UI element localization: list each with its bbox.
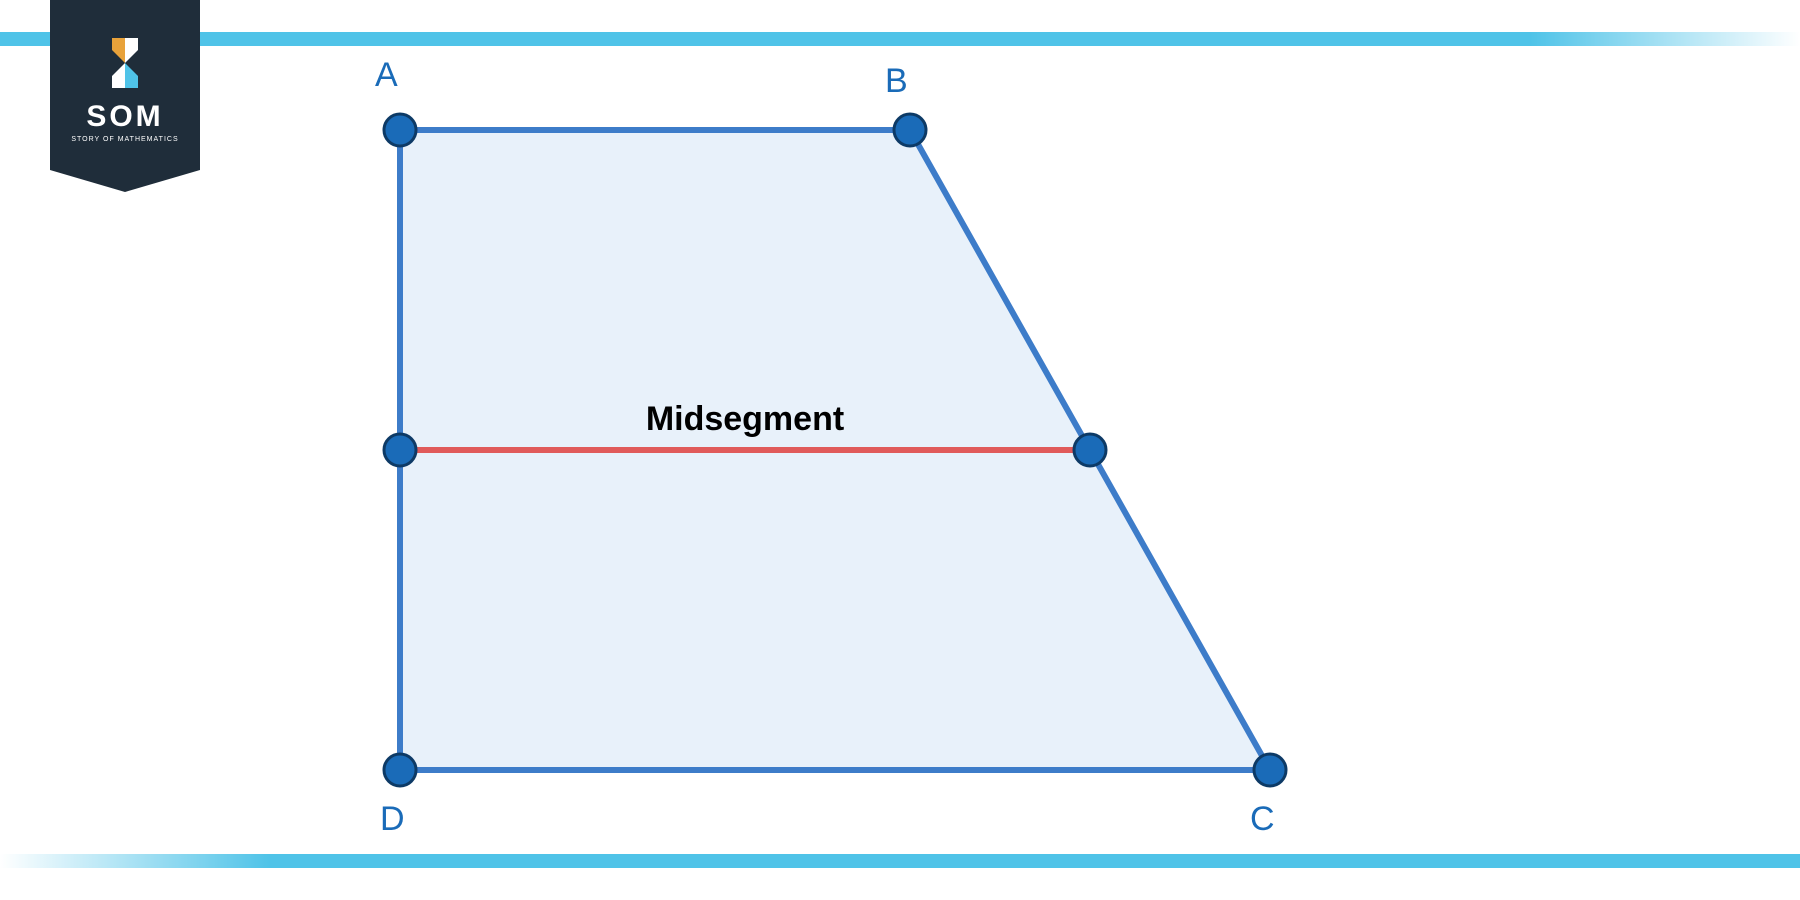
vertex-point-a [384,114,416,146]
logo-icon [100,38,150,88]
vertex-label-c: C [1250,800,1275,838]
top-accent-bar [0,32,1800,46]
vertex-point-c [1254,754,1286,786]
logo-badge: SOM STORY OF MATHEMATICS [50,0,200,170]
logo-text: SOM [86,100,163,134]
vertex-point-m1 [384,434,416,466]
vertex-point-b [894,114,926,146]
vertex-label-a: A [375,56,398,94]
vertex-point-d [384,754,416,786]
midsegment-label: Midsegment [646,400,844,438]
bottom-accent-bar [0,854,1800,868]
logo-subtitle: STORY OF MATHEMATICS [71,136,178,143]
trapezoid-diagram: Midsegment A B C D [300,50,1400,850]
vertex-label-b: B [885,62,908,100]
vertex-label-d: D [380,800,405,838]
vertex-point-m2 [1074,434,1106,466]
geometry-svg: Midsegment A B C D [300,50,1400,850]
